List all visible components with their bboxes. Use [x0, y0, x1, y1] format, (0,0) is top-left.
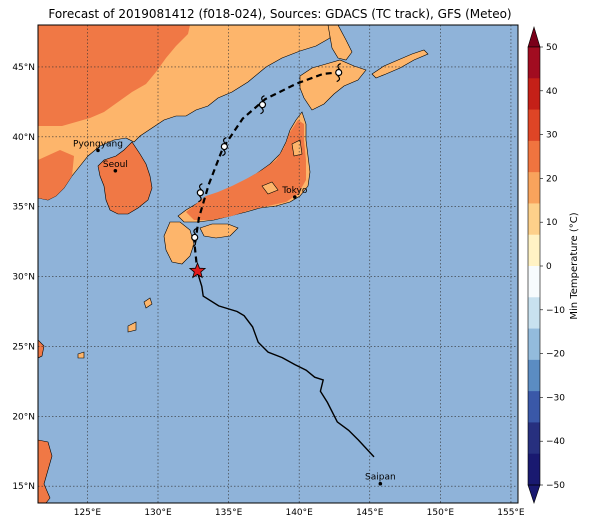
- city-dot: [96, 148, 100, 153]
- land-kuril: [371, 49, 429, 79]
- cyclone-symbol-center: [196, 189, 204, 197]
- colorbar-segment: [528, 422, 540, 455]
- axis-tick-labels: 125°E 130°E 135°E 140°E 145°E 150°E 155°E 15°N 2…: [12, 63, 525, 518]
- lat-tick-label: 20°N: [12, 412, 35, 422]
- city-label: Seoul: [103, 160, 128, 170]
- city-dot: [113, 168, 118, 173]
- city-label: Pyongyang: [73, 139, 123, 149]
- land-sakhalin: [327, 25, 353, 61]
- colorbar-tick-label: −40: [546, 437, 565, 447]
- map-title: Forecast of 2019081412 (f018-024), Sourc…: [48, 7, 512, 21]
- lon-tick-label: 155°E: [497, 508, 525, 518]
- colorbar-label: Min Temperature (°C): [569, 212, 580, 319]
- city-dot: [378, 481, 383, 486]
- city-markers: Pyongyang Seoul Tokyo Saipan: [73, 139, 396, 486]
- colorbar-segment: [528, 172, 540, 204]
- land-china-hot-2: [38, 26, 78, 58]
- colorbar-segment: [528, 328, 540, 361]
- colorbar-tick-label: −10: [546, 306, 565, 316]
- colorbar-segment: [528, 47, 540, 79]
- lat-tick-label: 25°N: [12, 342, 35, 352]
- colorbar-segment: [528, 391, 540, 423]
- colorbar-tick-label: 40: [546, 87, 558, 97]
- colorbar-segment: [528, 359, 540, 392]
- colorbar-segment: [528, 78, 540, 111]
- colorbar-segment: [528, 453, 540, 486]
- colorbar-extend-min: [527, 484, 541, 504]
- colorbar-tick-label: −50: [546, 481, 565, 491]
- forecast-track-line: [193, 71, 338, 273]
- colorbar-tick-label: 50: [546, 43, 558, 53]
- land-japan-warm: [261, 139, 303, 195]
- cyclone-symbol: [220, 137, 228, 157]
- cyclone-symbol-arms: [222, 137, 227, 157]
- lat-tick-label: 15°N: [12, 482, 35, 492]
- lon-tick-label: 135°E: [215, 508, 243, 518]
- colorbar: −50 −40 −30 −20 −10 0 10 20 30 40 50 Min Temperatur…: [527, 25, 580, 504]
- land-china-hot: [38, 150, 74, 200]
- colorbar-segment: [528, 140, 540, 173]
- cyclone-symbol-center: [258, 101, 267, 109]
- city-label: Tokyo: [281, 186, 308, 196]
- colorbar-tick-label: 30: [546, 131, 558, 141]
- cyclone-symbol-arms: [336, 62, 341, 83]
- lat-tick-label: 30°N: [12, 273, 35, 283]
- land-hokkaido: [299, 59, 367, 111]
- lon-tick-label: 130°E: [144, 508, 172, 518]
- graticule: [38, 25, 518, 503]
- cyclone-symbol: [191, 227, 199, 248]
- lat-tick-label: 35°N: [12, 203, 35, 213]
- colorbar-tick-label: 10: [546, 218, 558, 228]
- land-philippines: [38, 439, 53, 503]
- colorbar-segment: [528, 297, 540, 330]
- map-frame: [37, 24, 519, 504]
- land-asia-hot: [38, 25, 190, 126]
- city-dot: [293, 195, 297, 199]
- colorbar-tick-label: 0: [546, 262, 552, 272]
- colorbar-segment: [528, 109, 540, 142]
- lat-tick-label: 45°N: [12, 63, 35, 73]
- lat-tick-label: 40°N: [12, 133, 35, 143]
- cyclone-symbol-arms: [260, 95, 265, 115]
- cyclone-symbol: [335, 62, 343, 83]
- lon-tick-label: 150°E: [427, 508, 455, 518]
- cyclone-symbol: [258, 95, 267, 115]
- land-shikoku: [199, 223, 239, 239]
- lon-tick-label: 140°E: [285, 508, 313, 518]
- land-ryukyu: [77, 297, 153, 359]
- land-taiwan: [38, 339, 45, 359]
- cyclone-symbol: [196, 183, 204, 203]
- cyclone-symbol-center: [220, 142, 228, 151]
- cyclone-symbol-arms: [198, 183, 203, 203]
- colorbar-tick-label: 20: [546, 174, 558, 184]
- cyclone-track: [188, 62, 375, 458]
- colorbar-segment: [528, 203, 540, 236]
- land-japan-hot: [186, 120, 306, 220]
- land-korea: [97, 141, 153, 215]
- cyclone-symbol-center: [191, 233, 199, 242]
- cyclone-symbol-center: [335, 68, 343, 77]
- observed-track-line: [196, 272, 375, 458]
- colorbar-extend-max: [527, 25, 541, 48]
- lon-tick-label: 125°E: [74, 508, 102, 518]
- colorbar-segment: [528, 234, 540, 267]
- colorbar-tick-label: −20: [546, 350, 565, 360]
- map-area: Pyongyang Seoul Tokyo Saipan: [38, 25, 518, 503]
- current-position-star: [188, 261, 207, 279]
- cyclone-symbol-arms: [192, 227, 197, 248]
- lon-tick-label: 145°E: [356, 508, 384, 518]
- city-label: Saipan: [365, 473, 396, 483]
- colorbar-tick-label: −30: [546, 393, 565, 403]
- land-kyushu: [163, 221, 195, 265]
- colorbar-segment: [528, 266, 540, 298]
